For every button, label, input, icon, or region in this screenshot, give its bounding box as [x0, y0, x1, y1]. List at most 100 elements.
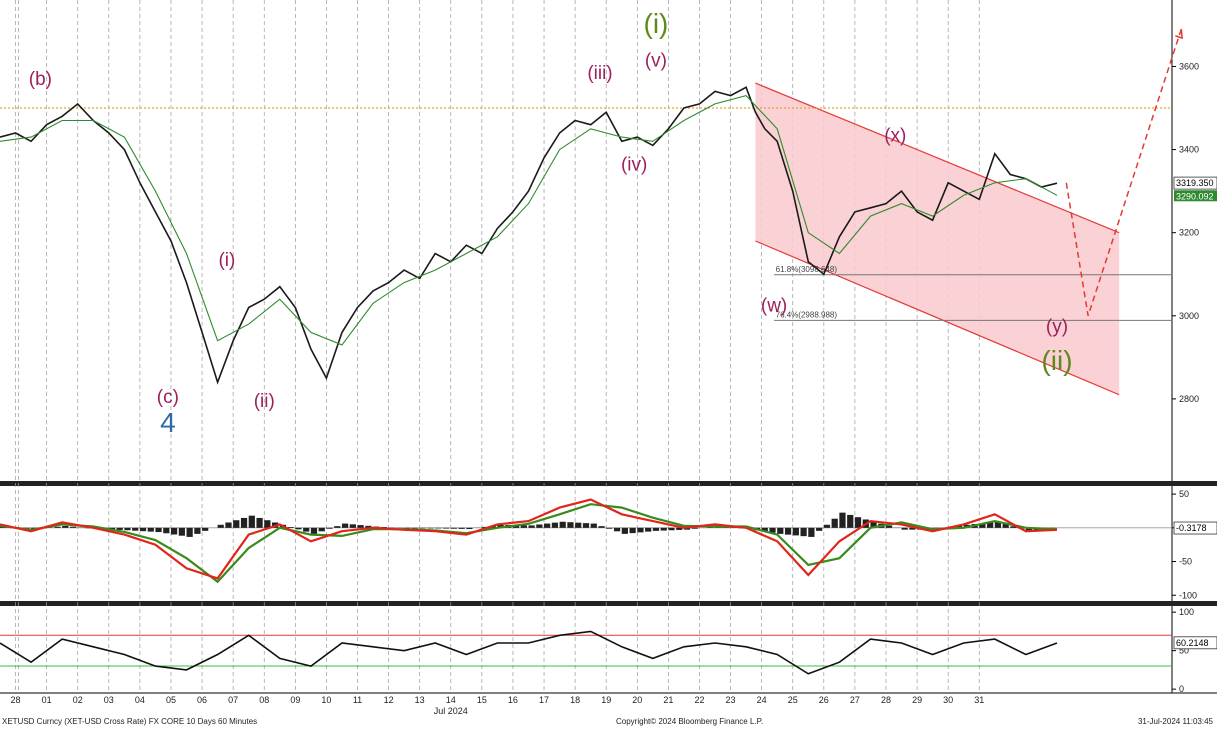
macd-value-label: -0.3178 — [1176, 523, 1207, 533]
x-tick-label: 31 — [974, 695, 984, 705]
macd-histogram-bar — [310, 527, 318, 534]
x-tick-label: 28 — [11, 695, 21, 705]
macd-histogram-bar — [660, 527, 667, 531]
projection-path — [1065, 28, 1183, 317]
ma-value-box — [1174, 190, 1217, 202]
x-tick-label: 15 — [477, 695, 487, 705]
macd-histogram-bar — [885, 525, 893, 528]
macd-histogram-bar — [536, 524, 543, 528]
macd-tick-label: -100 — [1179, 590, 1197, 600]
macd-plot — [0, 498, 1172, 584]
macd-histogram-bar — [248, 515, 255, 528]
macd-histogram-bar — [435, 527, 442, 529]
macd-histogram-bar — [613, 527, 621, 532]
macd-tick-label: 50 — [1179, 489, 1189, 499]
macd-histogram-bar — [147, 527, 154, 532]
x-tick-label: 12 — [384, 695, 394, 705]
channel-lower-line — [755, 240, 1120, 396]
macd-histogram-bar — [54, 526, 61, 528]
macd-histogram-bar — [854, 517, 862, 528]
macd-histogram-bar — [427, 527, 434, 529]
wave-label: (w) — [761, 296, 787, 317]
price-tick-label: 3000 — [1179, 311, 1199, 321]
macd-signal-line — [0, 503, 1058, 584]
macd-histogram-bar — [178, 527, 185, 536]
macd-histogram-bar — [979, 523, 986, 528]
panel-separator-1 — [0, 481, 1217, 486]
wave-label: 4 — [160, 407, 176, 438]
x-tick-label: 05 — [166, 695, 176, 705]
x-tick-label: 18 — [570, 695, 580, 705]
macd-histogram-bar — [341, 523, 349, 528]
axes: 28 01 02 03 04 05 06 07 08 09 10 11 12 13 14 15 16 17 18 19… — [11, 61, 1217, 716]
last-price-box — [1173, 176, 1217, 190]
vertical-gridlines — [15, 0, 980, 693]
wave-label: (c) — [157, 387, 179, 408]
timestamp: 31-Jul-2024 11:03:45 — [1137, 717, 1213, 726]
x-tick-label: 21 — [663, 695, 673, 705]
x-tick-label: 19 — [601, 695, 611, 705]
macd-histogram-bar — [240, 517, 248, 528]
x-tick-label: 03 — [104, 695, 114, 705]
macd-histogram-bar — [1002, 524, 1009, 528]
x-tick-label: 11 — [353, 695, 362, 705]
price-tick-label: 2800 — [1179, 394, 1199, 404]
x-tick-label: 27 — [850, 695, 860, 705]
wave-label: (ii) — [1041, 345, 1072, 376]
price-tick-label: 3200 — [1179, 228, 1199, 238]
macd-histogram-bar — [233, 520, 240, 528]
macd-histogram-bar — [163, 527, 170, 534]
macd-histogram-bar — [668, 527, 675, 531]
macd-histogram-bar — [901, 527, 908, 530]
x-tick-label: 22 — [694, 695, 704, 705]
macd-line — [0, 498, 1058, 580]
macd-histogram-bar — [683, 527, 691, 530]
x-tick-label: 25 — [788, 695, 798, 705]
macd-histogram-bar — [559, 521, 566, 528]
macd-histogram-bar — [598, 526, 605, 528]
macd-histogram-bar — [62, 525, 69, 528]
rsi-tick-label: 100 — [1179, 607, 1194, 617]
macd-histogram-bar — [800, 527, 807, 537]
x-tick-label: 29 — [912, 695, 922, 705]
rsi-plot — [0, 630, 1172, 675]
macd-histogram-bar — [987, 522, 994, 528]
macd-histogram-bar — [1025, 527, 1033, 531]
macd-histogram-bar — [303, 527, 310, 532]
macd-histogram-bar — [225, 522, 232, 528]
x-tick-label: 28 — [881, 695, 891, 705]
x-tick-label: 14 — [446, 695, 456, 705]
macd-histogram-bar — [419, 527, 426, 529]
x-tick-label: 20 — [632, 695, 642, 705]
macd-histogram-bar — [349, 524, 356, 528]
x-tick-label: 06 — [197, 695, 207, 705]
macd-histogram-bar — [1010, 526, 1017, 528]
macd-histogram-bar — [124, 527, 131, 531]
wave-label: (iii) — [587, 63, 612, 84]
macd-histogram-bar — [132, 527, 139, 531]
macd-histogram-bar — [761, 527, 768, 532]
x-tick-label: 13 — [415, 695, 425, 705]
x-tick-label: 17 — [539, 695, 549, 705]
moving-average-line — [0, 94, 1058, 346]
macd-histogram-bar — [955, 525, 963, 528]
price-tick-label: 3400 — [1179, 145, 1199, 155]
wave-label: (i) — [218, 250, 235, 271]
rsi-line — [0, 630, 1058, 675]
wave-label: (b) — [29, 69, 52, 90]
macd-histogram-bar — [575, 522, 582, 528]
x-tick-label: 02 — [73, 695, 83, 705]
macd-histogram-bar — [676, 527, 683, 530]
rsi-value-label: 60.2148 — [1176, 638, 1209, 648]
macd-histogram-bar — [769, 527, 776, 533]
x-tick-label: 04 — [135, 695, 145, 705]
x-tick-label: 24 — [757, 695, 767, 705]
macd-histogram-bar — [287, 527, 294, 528]
macd-histogram-bar — [334, 526, 341, 528]
macd-histogram-bar — [645, 527, 652, 532]
trend-channel-fill — [755, 83, 1120, 395]
wave-label: (v) — [645, 50, 667, 71]
macd-histogram-bar — [217, 524, 224, 528]
macd-histogram-bar — [264, 520, 271, 528]
